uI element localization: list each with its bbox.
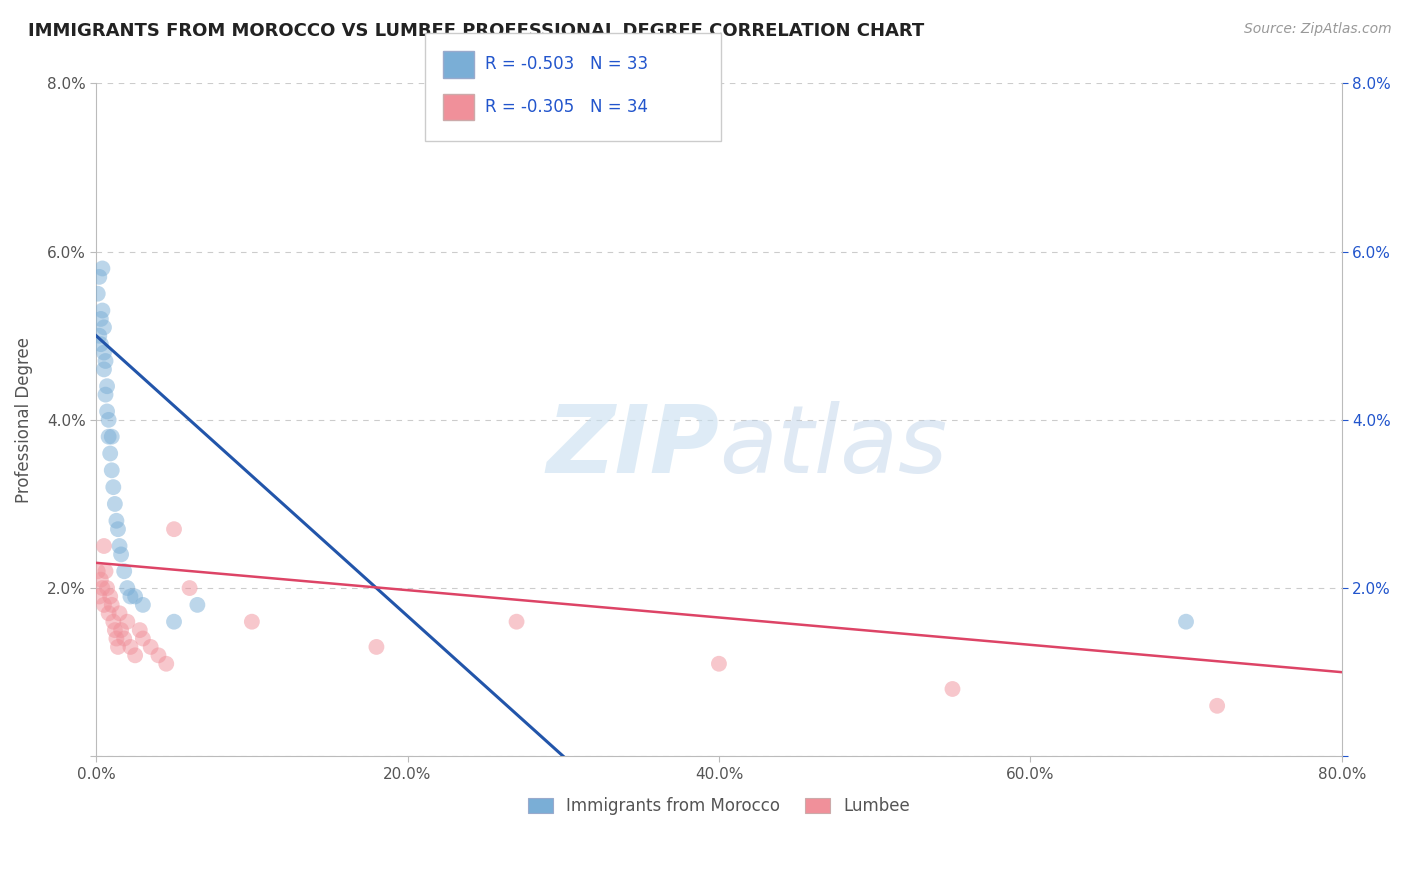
- Y-axis label: Professional Degree: Professional Degree: [15, 337, 32, 503]
- Point: [96, 379, 118, 393]
- Point: [98, 446, 121, 460]
- Text: atlas: atlas: [718, 401, 948, 492]
- Point: [707, 657, 730, 671]
- Point: [104, 623, 127, 637]
- Point: [97, 413, 120, 427]
- Point: [97, 607, 120, 621]
- Point: [96, 404, 118, 418]
- Point: [87, 564, 110, 578]
- Point: [240, 615, 263, 629]
- Text: R = -0.305   N = 34: R = -0.305 N = 34: [485, 98, 648, 116]
- Point: [98, 590, 121, 604]
- Point: [1206, 698, 1229, 713]
- Point: [112, 564, 135, 578]
- Point: [93, 345, 115, 359]
- Point: [107, 640, 129, 654]
- Point: [120, 590, 142, 604]
- Point: [108, 539, 131, 553]
- Text: IMMIGRANTS FROM MOROCCO VS LUMBEE PROFESSIONAL DEGREE CORRELATION CHART: IMMIGRANTS FROM MOROCCO VS LUMBEE PROFES…: [28, 22, 924, 40]
- Point: [104, 497, 127, 511]
- Point: [93, 320, 115, 334]
- Point: [94, 354, 117, 368]
- Point: [124, 648, 146, 663]
- Point: [941, 681, 963, 696]
- Legend: Immigrants from Morocco, Lumbee: Immigrants from Morocco, Lumbee: [522, 790, 917, 822]
- Point: [120, 640, 142, 654]
- Point: [100, 463, 122, 477]
- Point: [505, 615, 527, 629]
- Point: [97, 430, 120, 444]
- Point: [87, 286, 110, 301]
- Point: [89, 269, 111, 284]
- Point: [89, 590, 111, 604]
- Point: [89, 328, 111, 343]
- Point: [132, 632, 155, 646]
- Text: Source: ZipAtlas.com: Source: ZipAtlas.com: [1244, 22, 1392, 37]
- Point: [100, 430, 122, 444]
- Point: [124, 590, 146, 604]
- Point: [107, 522, 129, 536]
- Point: [96, 581, 118, 595]
- Point: [94, 564, 117, 578]
- Point: [100, 598, 122, 612]
- Point: [132, 598, 155, 612]
- Point: [105, 514, 128, 528]
- Point: [155, 657, 177, 671]
- Point: [112, 632, 135, 646]
- Point: [103, 480, 125, 494]
- Point: [139, 640, 162, 654]
- Point: [186, 598, 208, 612]
- Point: [90, 573, 112, 587]
- Point: [163, 522, 186, 536]
- Point: [93, 362, 115, 376]
- Point: [110, 548, 132, 562]
- Point: [148, 648, 170, 663]
- Point: [163, 615, 186, 629]
- Point: [128, 623, 150, 637]
- Point: [1175, 615, 1198, 629]
- Point: [91, 303, 114, 318]
- Text: R = -0.503   N = 33: R = -0.503 N = 33: [485, 55, 648, 73]
- Point: [90, 337, 112, 351]
- Point: [91, 261, 114, 276]
- Point: [103, 615, 125, 629]
- Text: ZIP: ZIP: [546, 401, 718, 492]
- Point: [90, 312, 112, 326]
- Point: [94, 387, 117, 401]
- Point: [108, 607, 131, 621]
- Point: [366, 640, 388, 654]
- Point: [117, 581, 139, 595]
- Point: [110, 623, 132, 637]
- Point: [105, 632, 128, 646]
- Point: [93, 598, 115, 612]
- Point: [91, 581, 114, 595]
- Point: [93, 539, 115, 553]
- Point: [179, 581, 201, 595]
- Point: [117, 615, 139, 629]
